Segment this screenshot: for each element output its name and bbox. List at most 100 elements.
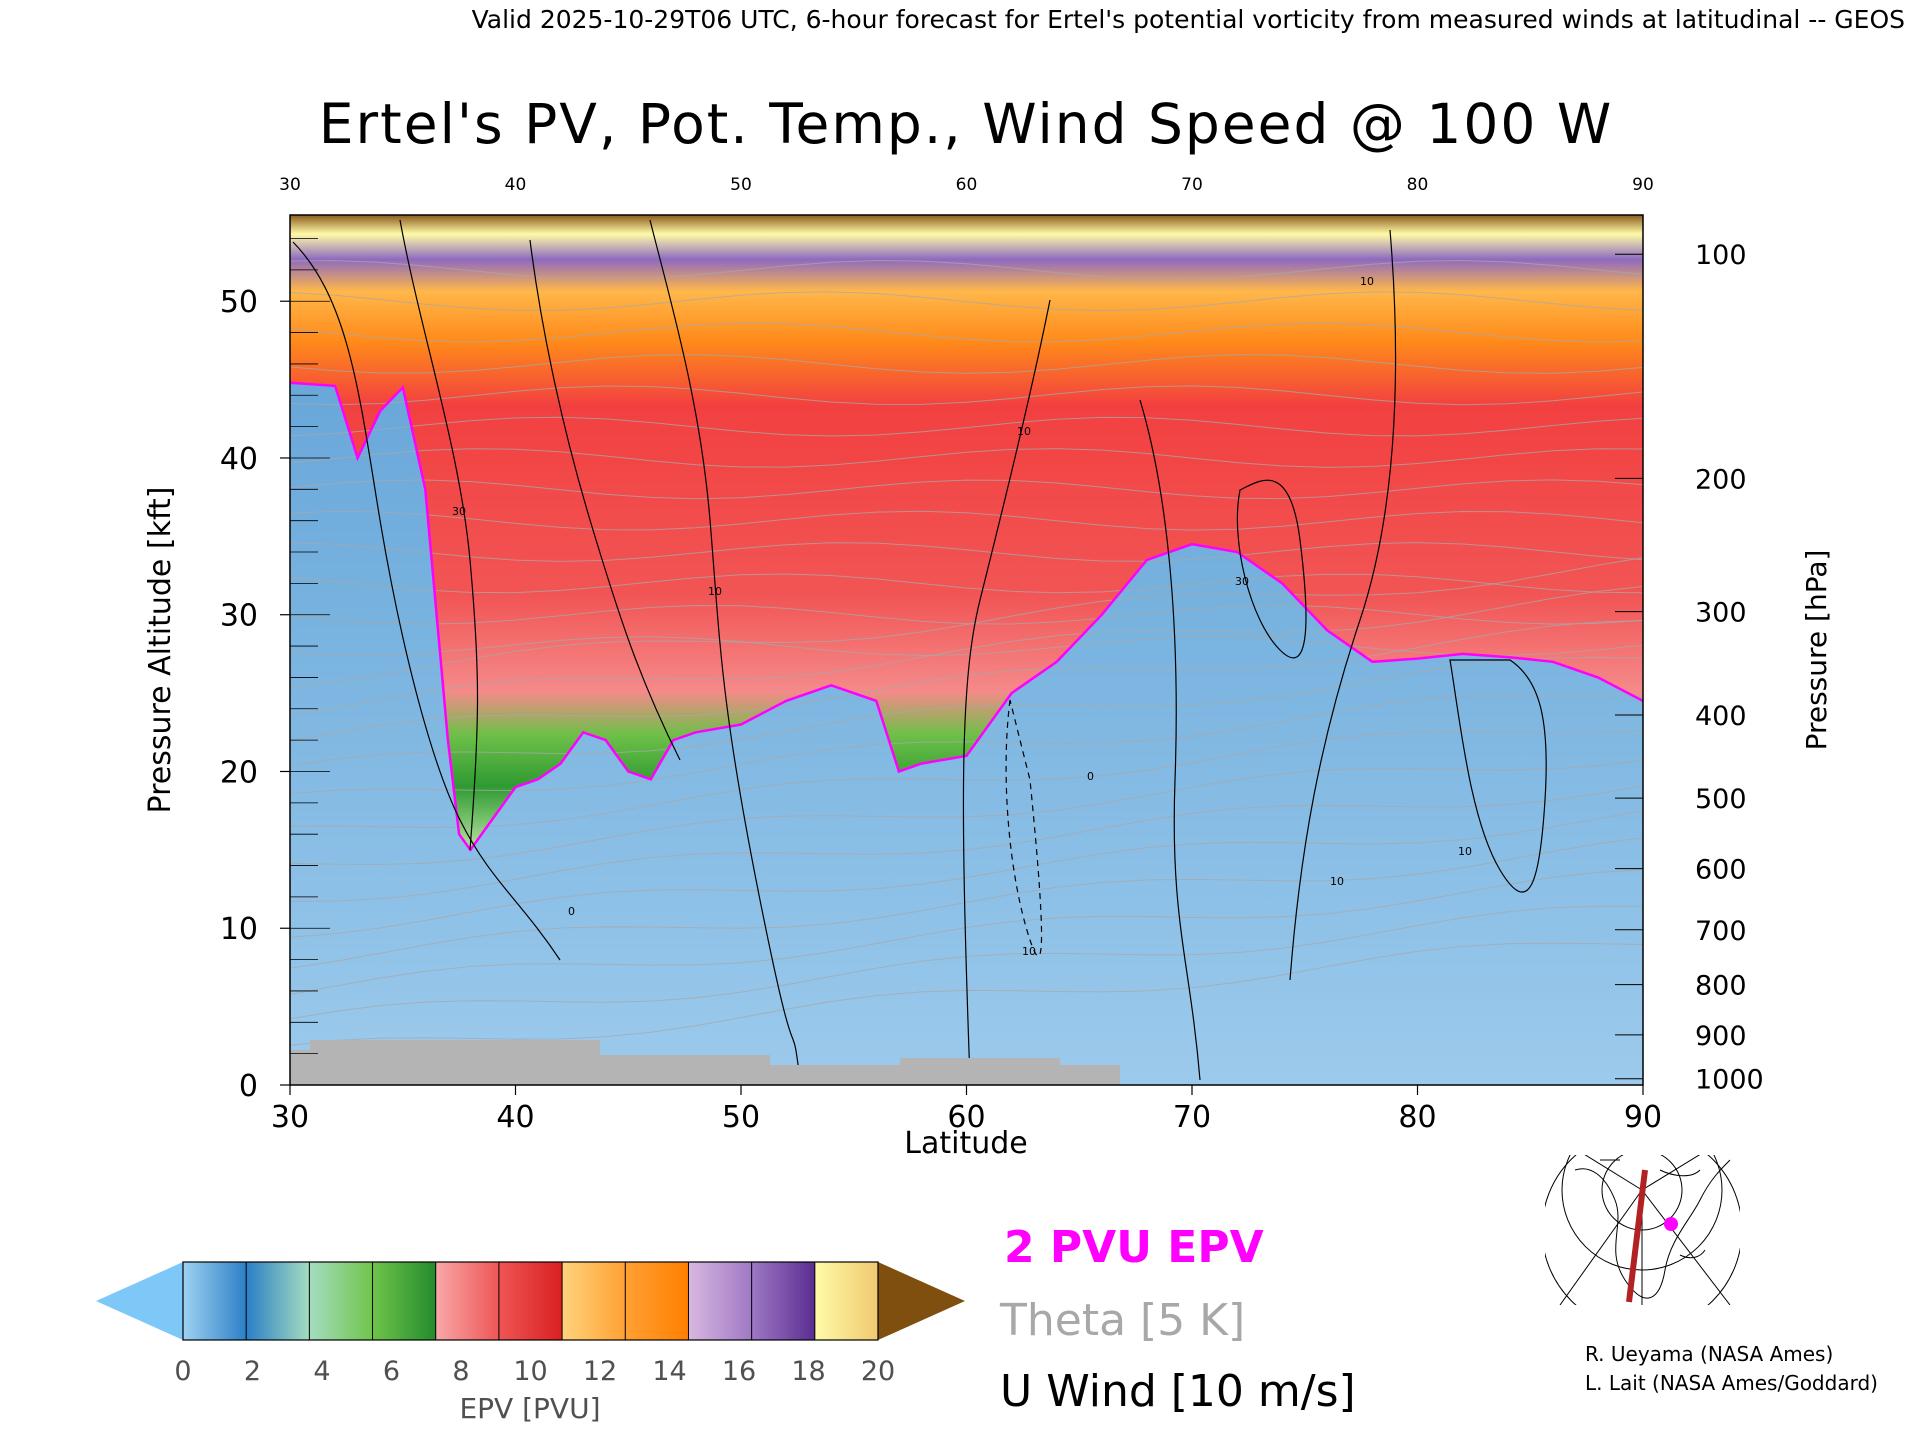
colorbar-tick-label: 14 xyxy=(652,1356,686,1387)
colorbar-segment xyxy=(498,1262,563,1340)
colorbar-segment xyxy=(688,1262,753,1340)
colorbar-ticks: 0 2 4 6 8 10 12 14 16 18 20 xyxy=(174,1356,895,1387)
pressure-tick-label: 900 xyxy=(1695,1021,1747,1052)
pressure-tick-label: 500 xyxy=(1695,784,1747,815)
inset-map xyxy=(1545,1155,1740,1305)
u-wind-contour xyxy=(399,219,479,851)
y-tick-label: 0 xyxy=(239,1069,258,1104)
y-axis-ticks: 0 10 20 30 40 50 xyxy=(220,238,330,1104)
x-axis-label: Latitude xyxy=(904,1126,1027,1161)
theta-contour xyxy=(290,604,1643,625)
x-tick-label: 70 xyxy=(1173,1100,1211,1135)
legend: 2 PVU EPV Theta [5 K] U Wind [10 m/s] xyxy=(999,1222,1356,1417)
top-tick-label: 70 xyxy=(1181,175,1203,195)
u-wind-contour xyxy=(1449,659,1547,893)
colorbar-segment xyxy=(246,1262,310,1340)
colorbar-tick-label: 18 xyxy=(791,1356,825,1387)
u-wind-contour xyxy=(1005,699,1043,957)
u-wind-label: 10 xyxy=(1022,945,1036,958)
theta-contour xyxy=(290,479,1643,500)
colorbar-tick-label: 2 xyxy=(244,1356,261,1387)
u-wind-contour xyxy=(649,219,801,1081)
u-wind-label: 10 xyxy=(1017,425,1031,438)
u-wind-label: 0 xyxy=(568,905,575,918)
pressure-tick-label: 200 xyxy=(1695,464,1747,495)
colorbar-tick-label: 20 xyxy=(861,1356,895,1387)
theta-contour xyxy=(290,573,1643,594)
x-tick-label: 60 xyxy=(947,1100,985,1135)
pressure-axis-label: Pressure [hPa] xyxy=(1800,550,1833,751)
pressure-tick-label: 1000 xyxy=(1695,1065,1764,1096)
top-tick-label: 50 xyxy=(730,175,752,195)
valid-time-header: Valid 2025-10-29T06 UTC, 6-hour forecast… xyxy=(472,5,1905,34)
colorbar-tick-label: 12 xyxy=(583,1356,617,1387)
theta-contour xyxy=(290,730,1643,829)
theta-contour xyxy=(290,693,1643,795)
y-axis-label: Pressure Altitude [kft] xyxy=(143,487,178,814)
x-tick-label: 90 xyxy=(1624,1100,1662,1135)
u-wind-labels: 30 10 0 10 30 10 0 10 10 10 xyxy=(452,275,1472,958)
colorbar-segment xyxy=(814,1262,879,1340)
u-wind-contour xyxy=(1236,479,1307,659)
top-tick-label: 80 xyxy=(1407,175,1429,195)
theta-contour xyxy=(290,620,1643,742)
u-wind-label: 30 xyxy=(452,505,466,518)
pressure-tick-label: 100 xyxy=(1695,240,1747,271)
y-tick-label: 10 xyxy=(220,912,258,947)
colorbar-label: EPV [PVU] xyxy=(459,1392,600,1425)
theta-contour xyxy=(290,869,1643,995)
top-tick-label: 90 xyxy=(1632,175,1654,195)
y-tick-label: 20 xyxy=(220,755,258,790)
theta-contour xyxy=(290,837,1643,969)
top-tick-label: 60 xyxy=(956,175,978,195)
colorbar-segment xyxy=(751,1262,816,1340)
y-tick-label: 50 xyxy=(220,285,258,320)
colorbar-tick-label: 10 xyxy=(513,1356,547,1387)
colorbar-segment xyxy=(562,1262,626,1340)
theta-contour xyxy=(290,448,1643,468)
theta-contour xyxy=(290,385,1643,406)
x-tick-label: 80 xyxy=(1398,1100,1436,1135)
colorbar-above-arrow xyxy=(878,1262,965,1340)
colorbar-segment xyxy=(183,1262,247,1340)
u-wind-label: 0 xyxy=(1087,770,1094,783)
colorbar-segment xyxy=(309,1262,374,1340)
pv2-tropopause-line xyxy=(290,381,1643,853)
colorbar-tick-label: 16 xyxy=(722,1356,756,1387)
credit-line-2: L. Lait (NASA Ames/Goddard) xyxy=(1585,1371,1878,1395)
pressure-tick-label: 600 xyxy=(1695,855,1747,886)
colorbar-tick-label: 6 xyxy=(383,1356,400,1387)
u-wind-label: 30 xyxy=(1235,575,1249,588)
theta-contour xyxy=(290,810,1643,938)
u-wind-label: 10 xyxy=(1330,875,1344,888)
theta-contour xyxy=(290,542,1643,562)
colorbar-segment xyxy=(625,1262,689,1340)
y-tick-label: 30 xyxy=(220,599,258,634)
u-wind-label: 10 xyxy=(1458,845,1472,858)
colorbar-tick-label: 8 xyxy=(452,1356,469,1387)
pressure-axis-ticks: 100 200 300 400 500 600 700 800 900 1000 xyxy=(1615,240,1764,1096)
colorbar-segment xyxy=(435,1262,500,1340)
inset-section-track xyxy=(1626,1169,1648,1303)
credit-line-1: R. Ueyama (NASA Ames) xyxy=(1585,1342,1833,1366)
legend-wind: U Wind [10 m/s] xyxy=(1000,1366,1356,1417)
theta-contour xyxy=(290,322,1643,343)
x-axis-ticks: 30 40 50 60 70 80 90 xyxy=(271,1085,1662,1135)
top-axis-ticks: 30 40 50 60 70 80 90 xyxy=(279,175,1654,195)
theta-contour xyxy=(290,259,1643,280)
terrain-mask xyxy=(290,1040,1120,1085)
colorbar-tick-label: 4 xyxy=(313,1356,330,1387)
theta-contour xyxy=(290,354,1643,374)
u-wind-contour xyxy=(1139,399,1201,1081)
plot-area xyxy=(290,215,1643,1085)
pressure-tick-label: 300 xyxy=(1695,598,1747,629)
theta-contour xyxy=(290,636,1643,657)
colorbar-segment xyxy=(372,1262,437,1340)
u-wind-contours xyxy=(292,219,1547,1081)
x-tick-label: 50 xyxy=(722,1100,760,1135)
theta-contour xyxy=(290,785,1643,902)
inset-coastline xyxy=(1574,1159,1731,1299)
pressure-tick-label: 700 xyxy=(1695,916,1747,947)
legend-theta: Theta [5 K] xyxy=(999,1295,1245,1346)
